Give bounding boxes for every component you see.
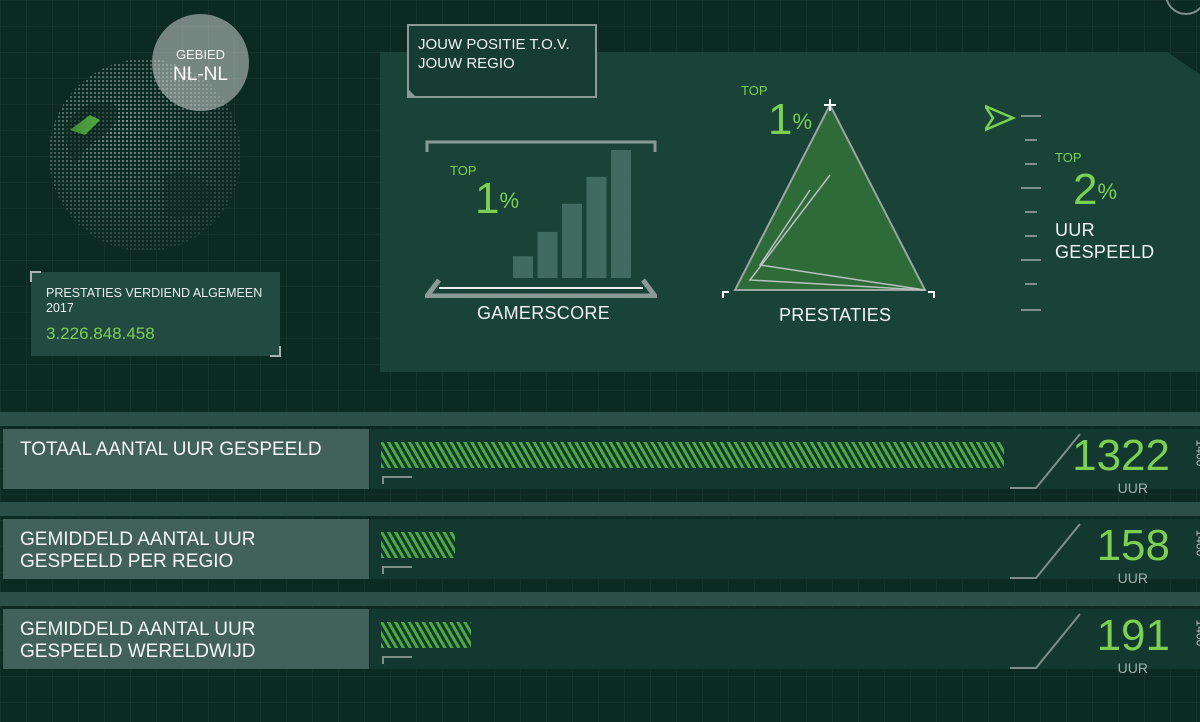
- gamerscore-bracket-bottom: [425, 278, 657, 298]
- row-unit: UUR: [1117, 660, 1148, 676]
- row-value: 1322: [1072, 431, 1170, 480]
- gamerscore-bar: [537, 231, 558, 278]
- gamerscore-top-label: TOP: [450, 163, 477, 178]
- gamerscore-bar: [513, 256, 533, 278]
- row-label: TOTAAL AANTAL UUR GESPEELD: [20, 439, 322, 460]
- row-value-frame: [1010, 433, 1081, 489]
- row-value-frame: [1010, 613, 1081, 669]
- gamerscore-bar: [562, 203, 582, 278]
- corner-bracket-icon: [30, 271, 41, 282]
- row-label: GEMIDDELD AANTAL UUR GESPEELD WERELDWIJD: [20, 619, 256, 662]
- gamerscore-bracket-top: [425, 140, 657, 152]
- row-unit: UUR: [1117, 570, 1148, 586]
- hours-top-label: TOP: [1055, 150, 1082, 165]
- corner-bracket-icon: [270, 346, 281, 357]
- achievements-value: 3.226.848.458: [46, 324, 155, 343]
- prestaties-top-label: TOP: [741, 83, 768, 98]
- region-badge: GEBIED NL-NL: [152, 14, 249, 111]
- row-progress-fill: [381, 532, 456, 558]
- region-label: GEBIED: [175, 47, 226, 62]
- prestaties-percent: 1%: [768, 95, 813, 144]
- region-value: NL-NL: [173, 64, 228, 85]
- gamerscore-bars: [513, 150, 631, 278]
- achievements-earned-card: PRESTATIES VERDIEND ALGEMEEN 2017 3.226.…: [30, 271, 281, 357]
- prestaties-label: PRESTATIES: [779, 305, 892, 325]
- stat-row-total-hours: TOTAAL AANTAL UUR GESPEELD 1322 UUR 1400: [0, 412, 1200, 496]
- arrow-pointer-icon: [985, 104, 1017, 132]
- position-title: JOUW POSITIE T.O.V. JOUW REGIO: [418, 36, 570, 72]
- gamerscore-percent: 1%: [475, 174, 520, 223]
- hours-percent: 2%: [1073, 165, 1118, 214]
- row-unit: UUR: [1117, 480, 1148, 496]
- row-max-value: 1400: [1193, 529, 1200, 557]
- row-value-frame: [1010, 523, 1081, 579]
- stat-row-region-average: GEMIDDELD AANTAL UUR GESPEELD PER REGIO 1…: [0, 502, 1200, 586]
- position-title-box: JOUW POSITIE T.O.V. JOUW REGIO: [407, 24, 597, 98]
- row-max-value: 1400: [1193, 439, 1200, 467]
- achievements-label: PRESTATIES VERDIEND ALGEMEEN 2017: [46, 286, 263, 315]
- gamerscore-bar: [586, 176, 607, 278]
- hours-label: UUR GESPEELD: [1055, 220, 1155, 262]
- row-label: GEMIDDELD AANTAL UUR GESPEELD PER REGIO: [20, 529, 256, 572]
- prestaties-triangle-chart: [722, 99, 935, 298]
- gamerscore-label: GAMERSCORE: [477, 303, 611, 323]
- hours-gauge: [985, 104, 1041, 311]
- row-progress-fill: [381, 622, 472, 648]
- row-value: 191: [1096, 611, 1170, 660]
- row-max-value: 1400: [1193, 619, 1200, 647]
- row-progress-fill: [381, 442, 1005, 468]
- corner-circle-icon: [1165, 0, 1200, 15]
- row-value: 158: [1096, 521, 1170, 570]
- corner-notch-icon: [407, 88, 417, 98]
- stat-row-world-average: GEMIDDELD AANTAL UUR GESPEELD WERELDWIJD …: [0, 592, 1200, 676]
- gamerscore-bar: [611, 150, 631, 278]
- plus-icon: [824, 99, 836, 111]
